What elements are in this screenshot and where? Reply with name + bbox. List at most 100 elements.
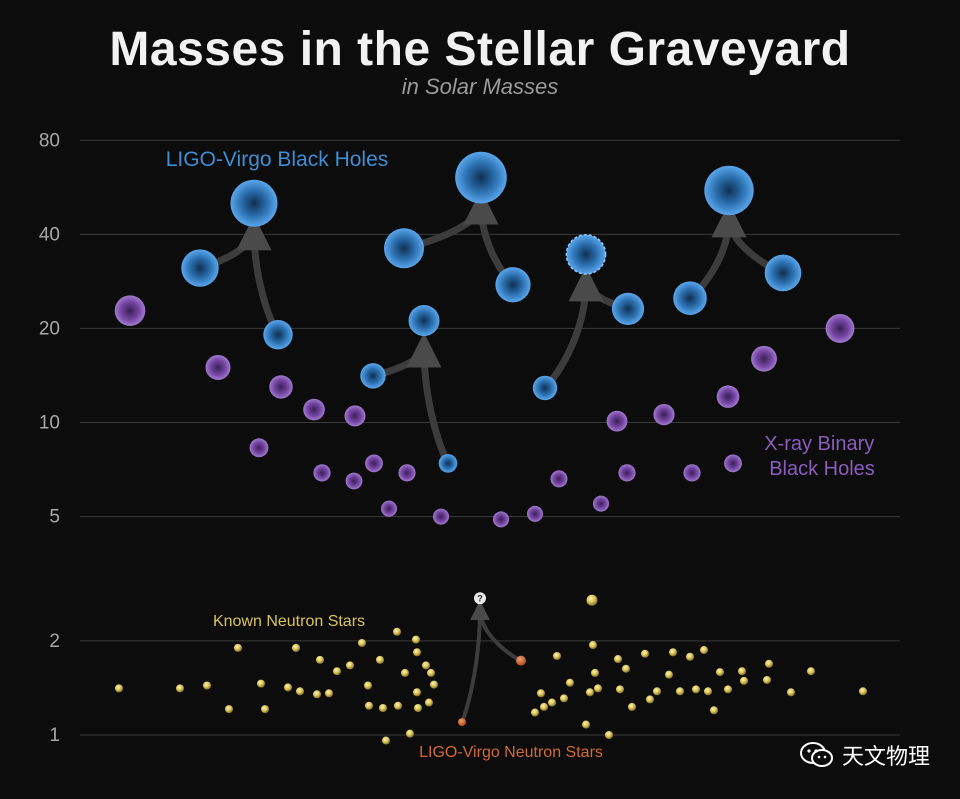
watermark-text: 天文物理	[841, 745, 930, 770]
ns-point-43	[589, 641, 597, 650]
ligo-ns-point-1	[516, 655, 526, 666]
ns-point-38	[560, 694, 568, 703]
xray-bh-point-8	[365, 454, 383, 473]
ns-point-27	[413, 688, 421, 697]
xray-bh-label: X-ray Binary Black Holes	[764, 433, 880, 480]
xray-bh-point-9	[381, 500, 397, 517]
xray-bh-point-17	[618, 464, 636, 482]
ns-point-54	[665, 670, 673, 679]
merger-arrow-0-1	[236, 215, 282, 339]
ns-point-32	[430, 680, 438, 689]
merger-arrow-ns-0	[460, 606, 482, 725]
ligo-bh-point-6	[384, 228, 424, 269]
xray-bh-point-0	[114, 295, 146, 326]
ligo-ns-point-0	[458, 718, 466, 727]
y-tick-label-80: 80	[39, 130, 60, 151]
ns-point-63	[724, 685, 732, 694]
ligo-bh-point-10	[611, 292, 645, 325]
ns-point-31	[427, 668, 435, 677]
ns-point-0	[115, 684, 123, 693]
ligo-bh-point-14	[704, 165, 754, 216]
ns-point-15	[358, 638, 366, 647]
xray-bh-point-23	[825, 314, 855, 343]
ns-point-30	[425, 698, 433, 707]
ns-point-26	[413, 648, 421, 657]
xray-bh-point-1	[205, 354, 231, 380]
ligo-bh-point-0	[181, 249, 219, 287]
ns-point-46	[605, 731, 613, 739]
xray-bh-point-2	[249, 438, 269, 458]
ns-point-23	[401, 668, 409, 677]
ns-point-59	[700, 646, 708, 655]
ns-point-9	[296, 687, 304, 696]
wechat-icon	[799, 742, 833, 767]
ligo-bh-point-5	[408, 305, 440, 337]
ns-point-55	[669, 648, 677, 657]
ligo-bh-point-11	[565, 234, 607, 275]
ns-point-69	[807, 667, 815, 676]
ns-point-4	[234, 643, 242, 652]
ns-point-47	[614, 655, 622, 664]
ligo-bh-point-12	[673, 281, 707, 315]
y-tick-label-5: 5	[49, 507, 60, 528]
ns-point-21	[393, 627, 401, 636]
ligo-bh-label: LIGO-Virgo Black Holes	[166, 148, 389, 171]
ns-point-14	[346, 661, 354, 670]
ns-point-42	[586, 594, 598, 606]
xray-bh-point-15	[593, 495, 609, 512]
ns-point-34	[537, 689, 545, 698]
ns-point-19	[379, 704, 387, 713]
ns-point-39	[566, 678, 574, 687]
ns-point-45	[594, 684, 602, 693]
y-tick-label-2: 2	[49, 631, 60, 652]
ns-point-62	[716, 668, 724, 677]
xray-bh-point-11	[433, 508, 449, 525]
ligo-ns-remnant	[474, 592, 486, 605]
ns-point-40	[582, 720, 590, 729]
ns-point-50	[628, 702, 636, 711]
ns-point-70	[859, 687, 867, 696]
ligo-bh-point-7	[495, 267, 531, 303]
ns-point-52	[646, 695, 654, 704]
ns-point-28	[414, 704, 422, 713]
chart-title: Masses in the Stellar Graveyard	[109, 23, 851, 76]
ligo-bh-point-3	[360, 363, 386, 389]
y-tick-label-40: 40	[39, 224, 60, 245]
xray-bh-point-16	[606, 410, 628, 432]
ligo-bh-point-9	[532, 375, 558, 401]
ns-point-3	[225, 705, 233, 714]
merger-arrow-3-0	[541, 276, 590, 392]
watermark: 天文物理	[799, 739, 930, 771]
ns-point-24	[406, 729, 414, 738]
ligo-ns-label: LIGO-Virgo Neutron Stars	[419, 744, 603, 761]
xray-bh-point-5	[313, 464, 331, 482]
merger-arrow-1-1	[406, 332, 452, 467]
ns-point-56	[676, 687, 684, 696]
ns-point-68	[787, 688, 795, 697]
y-tick-label-10: 10	[39, 413, 60, 434]
ns-point-11	[316, 655, 324, 664]
ns-point-58	[692, 685, 700, 694]
ns-point-36	[548, 698, 556, 707]
xray-bh-point-6	[344, 405, 366, 427]
ligo-ns-remnant-label: ?	[477, 594, 483, 604]
ns-point-41	[586, 688, 594, 697]
xray-bh-point-4	[303, 398, 325, 421]
merger-arrow-ns-1	[470, 600, 523, 663]
xray-bh-point-21	[724, 454, 742, 473]
xray-bh-point-3	[269, 375, 293, 399]
ns-point-33	[531, 708, 539, 717]
ns-point-8	[292, 643, 300, 652]
ligo-bh-point-13	[764, 254, 802, 292]
ns-point-10	[313, 690, 321, 699]
ns-point-16	[364, 681, 372, 690]
ns-point-53	[653, 687, 661, 696]
xray-bh-point-19	[683, 464, 701, 482]
ns-point-12	[325, 689, 333, 698]
ns-point-13	[333, 667, 341, 676]
xray-bh-point-14	[550, 470, 568, 488]
ns-point-5	[257, 679, 265, 688]
xray-bh-point-18	[653, 403, 675, 426]
ns-point-37	[553, 651, 561, 660]
